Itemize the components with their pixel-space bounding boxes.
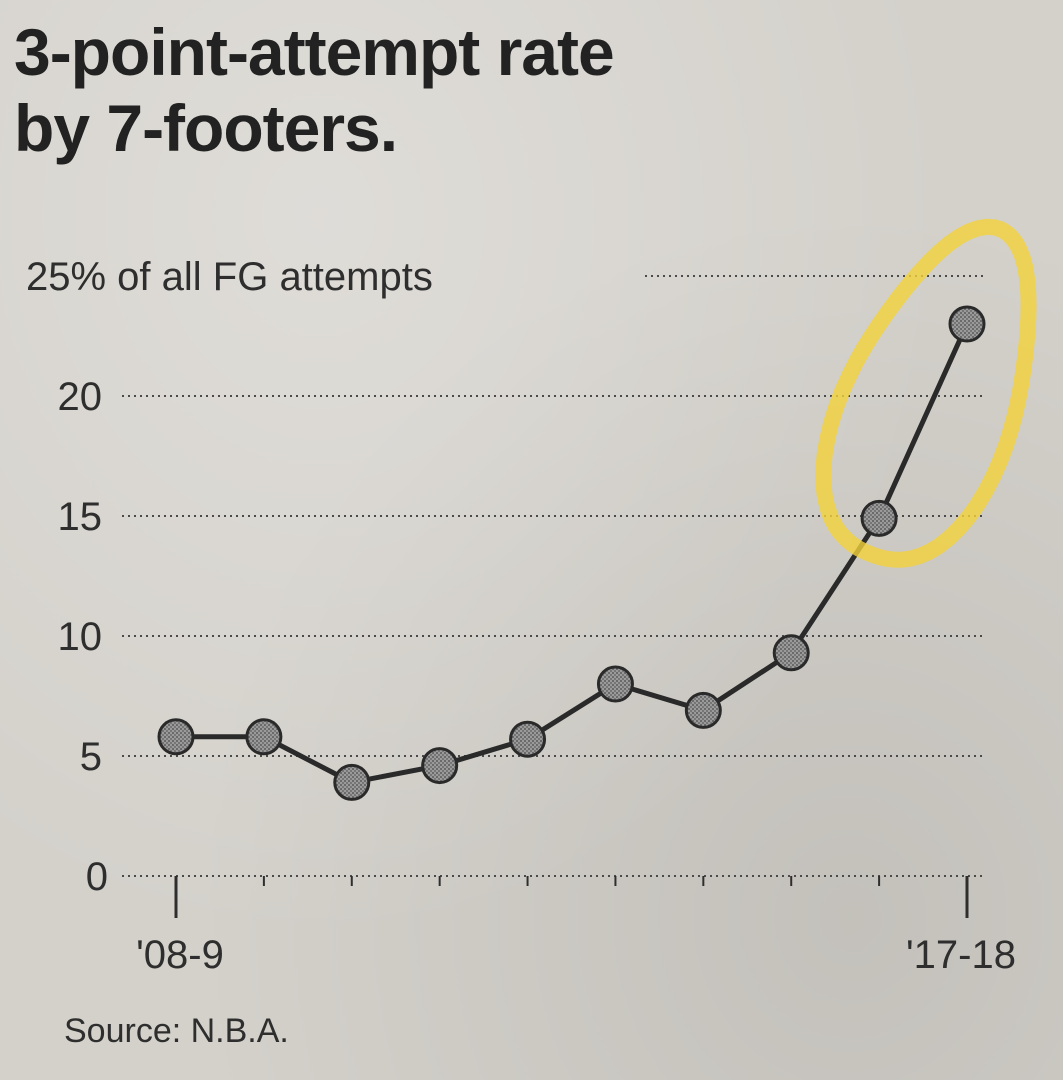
data-point-8 [860, 499, 898, 537]
chart-title-line-2: by 7-footers. [14, 91, 398, 165]
gridlines [122, 275, 985, 877]
y-tick-label-15: 15 [58, 495, 103, 539]
data-point-2 [333, 763, 371, 801]
y-axis-labels: 0 5 10 15 20 25% of all FG attempts [26, 255, 433, 899]
y-tick-label-25: 25% of all FG attempts [26, 255, 433, 299]
y-tick-label-5: 5 [80, 735, 102, 779]
chart-title: 3-point-attempt rate by 7-footers. [14, 14, 615, 166]
data-point-7 [772, 634, 810, 672]
highlight-annotation [815, 218, 1037, 568]
y-tick-label-10: 10 [58, 615, 103, 659]
data-point-0 [157, 718, 195, 756]
chart-title-line-1: 3-point-attempt rate [14, 15, 615, 89]
source-note: Source: N.B.A. [64, 1012, 289, 1050]
data-point-4 [509, 720, 547, 758]
x-tick-label-first: '08-9 [136, 933, 224, 977]
y-tick-label-0: 0 [86, 855, 108, 899]
data-point-3 [421, 747, 459, 785]
series-points [157, 305, 986, 801]
highlight-circle [815, 218, 1037, 568]
data-point-9 [948, 305, 986, 343]
series-line [176, 322, 970, 785]
data-point-5 [596, 665, 634, 703]
x-axis: '08-9 '17-18 [136, 876, 1016, 977]
data-point-6 [684, 691, 722, 729]
series-line-path [176, 322, 970, 785]
data-point-1 [245, 718, 283, 756]
y-tick-label-20: 20 [58, 375, 103, 419]
x-tick-label-last: '17-18 [906, 933, 1016, 977]
